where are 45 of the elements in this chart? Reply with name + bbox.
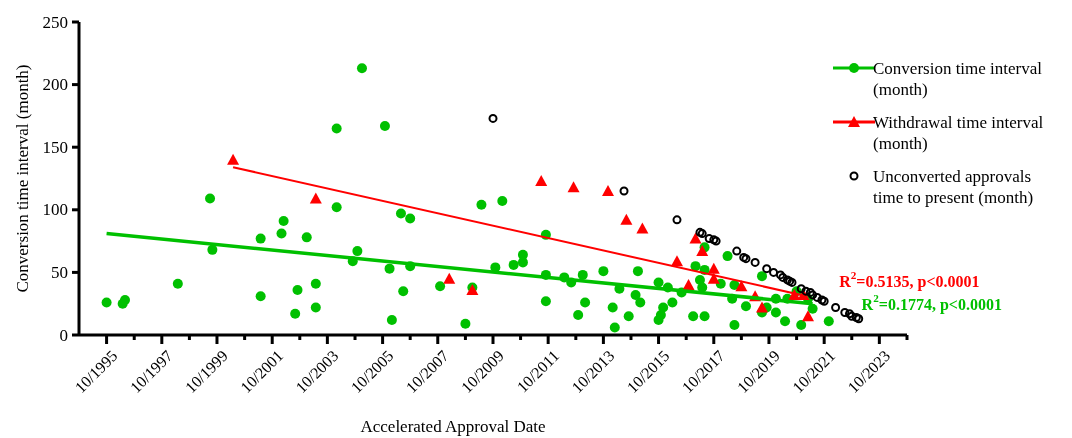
point bbox=[845, 309, 854, 319]
point bbox=[707, 272, 720, 284]
y-tick-label: 50 bbox=[51, 262, 68, 282]
x-axis-title: Accelerated Approval Date bbox=[360, 417, 546, 436]
point bbox=[443, 272, 456, 284]
point bbox=[227, 153, 240, 165]
y-tick-label: 0 bbox=[59, 325, 68, 345]
point bbox=[488, 113, 498, 123]
point bbox=[567, 181, 580, 193]
point bbox=[802, 310, 815, 322]
point bbox=[696, 245, 709, 257]
annotation: R$^{2}$=0.5135, p<0.0001 bbox=[839, 268, 980, 291]
y-tick-label: 200 bbox=[42, 75, 68, 95]
point bbox=[762, 264, 772, 274]
point bbox=[672, 215, 682, 225]
y-tick-label: 100 bbox=[42, 200, 68, 220]
point bbox=[769, 267, 779, 277]
point bbox=[309, 192, 322, 204]
point bbox=[735, 280, 748, 292]
point bbox=[756, 301, 768, 313]
legend-label: Unconverted approvals time to present (month) bbox=[873, 166, 1034, 207]
point bbox=[619, 186, 629, 196]
point bbox=[796, 284, 806, 294]
point bbox=[620, 213, 633, 225]
point bbox=[636, 222, 649, 234]
point bbox=[847, 311, 857, 321]
point bbox=[801, 286, 811, 296]
y-tick-label: 150 bbox=[42, 137, 68, 157]
point bbox=[707, 262, 720, 274]
annotation: R$^{2}$=0.1774, p<0.0001 bbox=[861, 291, 1002, 314]
point bbox=[689, 232, 702, 244]
point bbox=[682, 278, 695, 290]
point bbox=[602, 185, 614, 197]
y-axis-title: Conversion time interval (month) bbox=[12, 64, 32, 293]
legend-label: Conversion time interval (month) bbox=[873, 58, 1043, 99]
legend-label: Withdrawal time interval (month) bbox=[873, 112, 1044, 153]
point bbox=[732, 246, 742, 256]
point bbox=[840, 307, 850, 317]
point bbox=[670, 255, 683, 267]
y-tick-label: 250 bbox=[42, 12, 68, 32]
point bbox=[704, 234, 714, 244]
point bbox=[535, 175, 548, 186]
point bbox=[812, 292, 822, 302]
point bbox=[750, 257, 760, 267]
point bbox=[831, 302, 841, 312]
